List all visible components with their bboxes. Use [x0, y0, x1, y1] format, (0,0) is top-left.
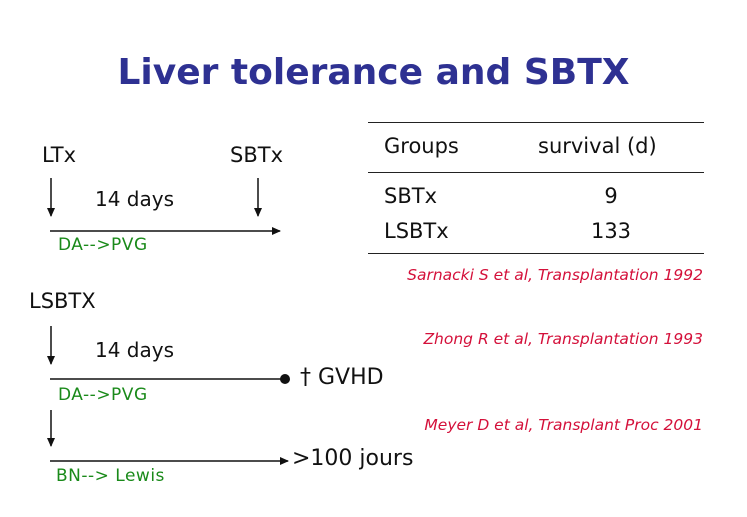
table-row-group: LSBTx — [384, 219, 449, 243]
reference-meyer: Meyer D et al, Transplant Proc 2001 — [424, 416, 703, 434]
table-header-survival: survival (d) — [538, 134, 657, 158]
table-header-groups: Groups — [384, 134, 459, 158]
top-strain-label: DA-->PVG — [58, 235, 148, 255]
table-row-group: SBTx — [384, 184, 437, 208]
label-sbtx: SBTx — [230, 143, 283, 167]
slide-title: Liver tolerance and SBTX — [117, 52, 630, 93]
table-bottom-rule — [368, 253, 704, 254]
table-row-survival: 133 — [590, 219, 632, 243]
label-lsbtx: LSBTX — [29, 289, 96, 313]
gvhd-strain-label: DA-->PVG — [58, 385, 148, 405]
gvhd-outcome: † GVHD — [300, 365, 384, 390]
reference-sarnacki: Sarnacki S et al, Transplantation 1992 — [407, 266, 703, 284]
table-header-rule — [368, 172, 704, 173]
lewis-strain-label: BN--> Lewis — [56, 466, 165, 486]
gvhd-endpoint-dot — [280, 374, 290, 384]
table-row-survival: 9 — [604, 184, 618, 208]
bottom-interval-label: 14 days — [95, 338, 175, 362]
lewis-outcome: >100 jours — [292, 446, 414, 471]
table-top-rule — [368, 122, 704, 123]
reference-zhong: Zhong R et al, Transplantation 1993 — [423, 330, 703, 348]
top-interval-label: 14 days — [95, 187, 175, 211]
label-ltx: LTx — [42, 143, 77, 167]
